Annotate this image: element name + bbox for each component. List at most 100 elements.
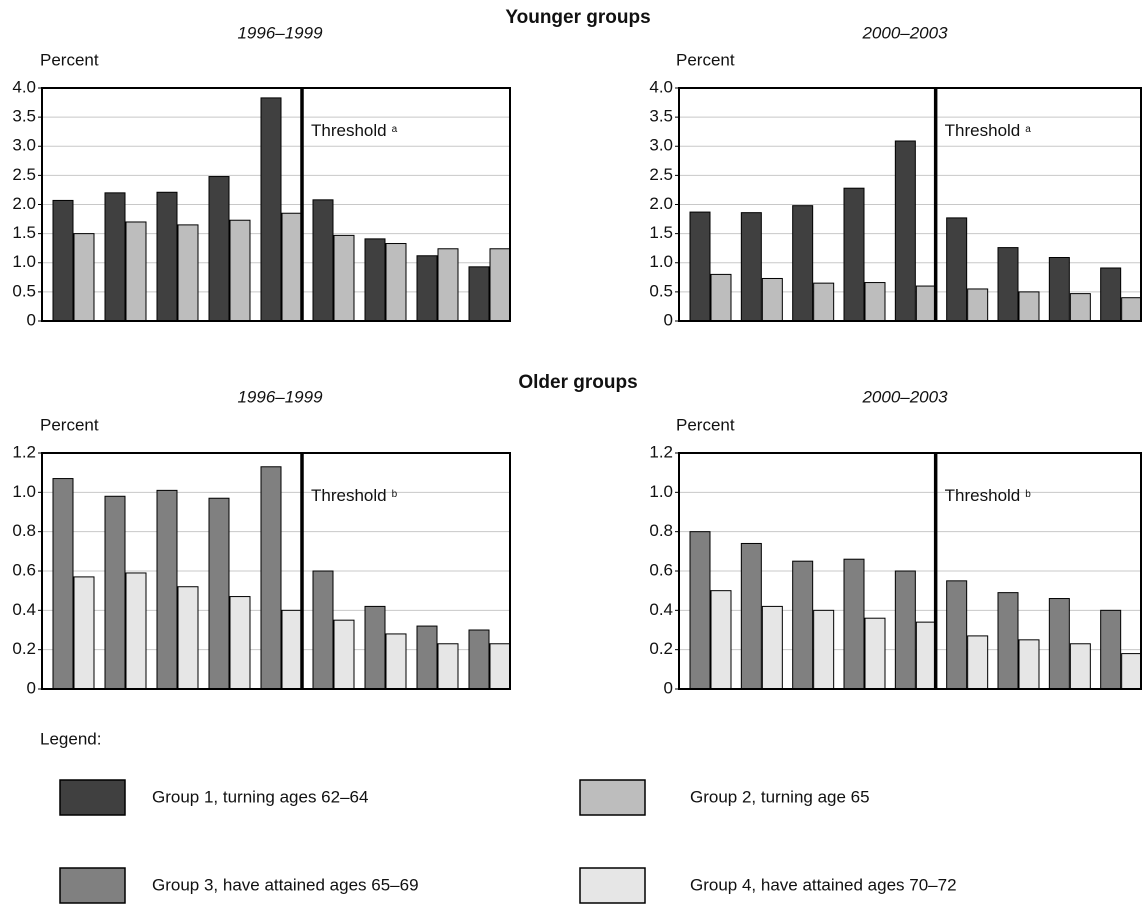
section-title: Older groups [518,372,637,393]
legend-swatch [579,779,646,816]
bar [104,495,126,690]
bar [468,629,490,690]
y-tick-label: 1.5 [649,223,673,242]
chart-subtitle: 2000–2003 [861,23,948,42]
bar [997,592,1019,690]
bar [843,558,865,690]
annotation-mark: a [1025,124,1031,135]
annotation-mark: a [392,124,398,135]
bar [208,176,230,322]
bar [177,586,199,690]
bar [740,212,762,322]
bar [1069,643,1091,690]
y-tick-label: 4.0 [649,77,673,96]
y-tick-label: 3.0 [649,136,673,155]
chart-subtitle: 1996–1999 [237,387,323,406]
bar [915,621,937,690]
bar [281,212,303,322]
annotation-text: Threshold [311,486,387,505]
bar [761,605,783,690]
bar [489,248,511,322]
y-tick-label: 1.0 [12,482,36,501]
bar [894,570,916,690]
bar [710,273,732,322]
bar [312,570,334,690]
annotation: Threshold a [945,121,1032,140]
bar [73,576,95,690]
bar [740,542,762,690]
y-axis-label: Percent [40,415,99,434]
bar [1018,639,1040,690]
y-tick-label: 1.2 [649,442,673,461]
bar [1121,653,1142,690]
y-tick-label: 4.0 [12,77,36,96]
bar [1100,609,1122,690]
y-tick-label: 2.0 [12,194,36,213]
bar [229,219,251,322]
legend-swatch [59,867,126,904]
y-tick-label: 0.5 [12,281,36,300]
y-tick-label: 0.4 [12,600,36,619]
bar [385,243,407,322]
bar [260,97,282,322]
bar [894,140,916,322]
bar [333,234,355,322]
bar [1069,293,1091,322]
annotation-text: Threshold [311,121,387,140]
bar [489,643,511,690]
bar [364,238,386,322]
legend-swatch [59,779,126,816]
bar [52,478,74,690]
y-tick-label: 0 [27,678,36,697]
plot-frame [678,452,1142,690]
bar [967,635,989,690]
annotation: Threshold a [311,121,398,140]
plot-frame [678,87,1142,322]
bar [843,187,865,322]
bar [416,625,438,690]
plot-frame [41,452,511,690]
bar [710,590,732,690]
bar [104,192,126,322]
y-tick-label: 2.0 [649,194,673,213]
y-tick-label: 2.5 [649,165,673,184]
y-tick-label: 0.4 [649,600,673,619]
bar [761,277,783,322]
bar [1100,267,1122,322]
bar [813,282,835,322]
y-tick-label: 0.2 [12,639,36,658]
bar [52,199,74,322]
annotation-text: Threshold [945,486,1021,505]
y-tick-label: 0.5 [649,281,673,300]
bar [385,633,407,690]
bar [946,217,968,322]
annotation: Threshold b [311,486,398,505]
section-title: Younger groups [505,7,650,28]
y-tick-label: 1.2 [12,442,36,461]
annotation: Threshold b [945,486,1032,505]
bar [125,221,147,322]
y-tick-label: 0.6 [12,560,36,579]
bar [208,497,230,690]
legend-label: Group 4, have attained ages 70–72 [690,875,957,894]
bar [1121,297,1142,322]
y-tick-label: 3.5 [12,107,36,126]
chart-subtitle: 2000–2003 [861,387,948,406]
y-axis-label: Percent [676,50,735,69]
bar [864,617,886,690]
bar [260,466,282,690]
legend-label: Group 1, turning ages 62–64 [152,787,368,806]
y-tick-label: 0 [27,310,36,329]
y-tick-label: 0 [664,310,673,329]
y-tick-label: 0.8 [649,521,673,540]
bar [312,199,334,322]
bar [1018,291,1040,322]
bar [437,248,459,322]
bar [689,211,711,322]
y-tick-label: 1.0 [649,252,673,271]
bar [997,247,1019,322]
y-tick-label: 0.2 [649,639,673,658]
y-tick-label: 0.6 [649,560,673,579]
bar [1048,257,1070,322]
bar [156,489,178,690]
